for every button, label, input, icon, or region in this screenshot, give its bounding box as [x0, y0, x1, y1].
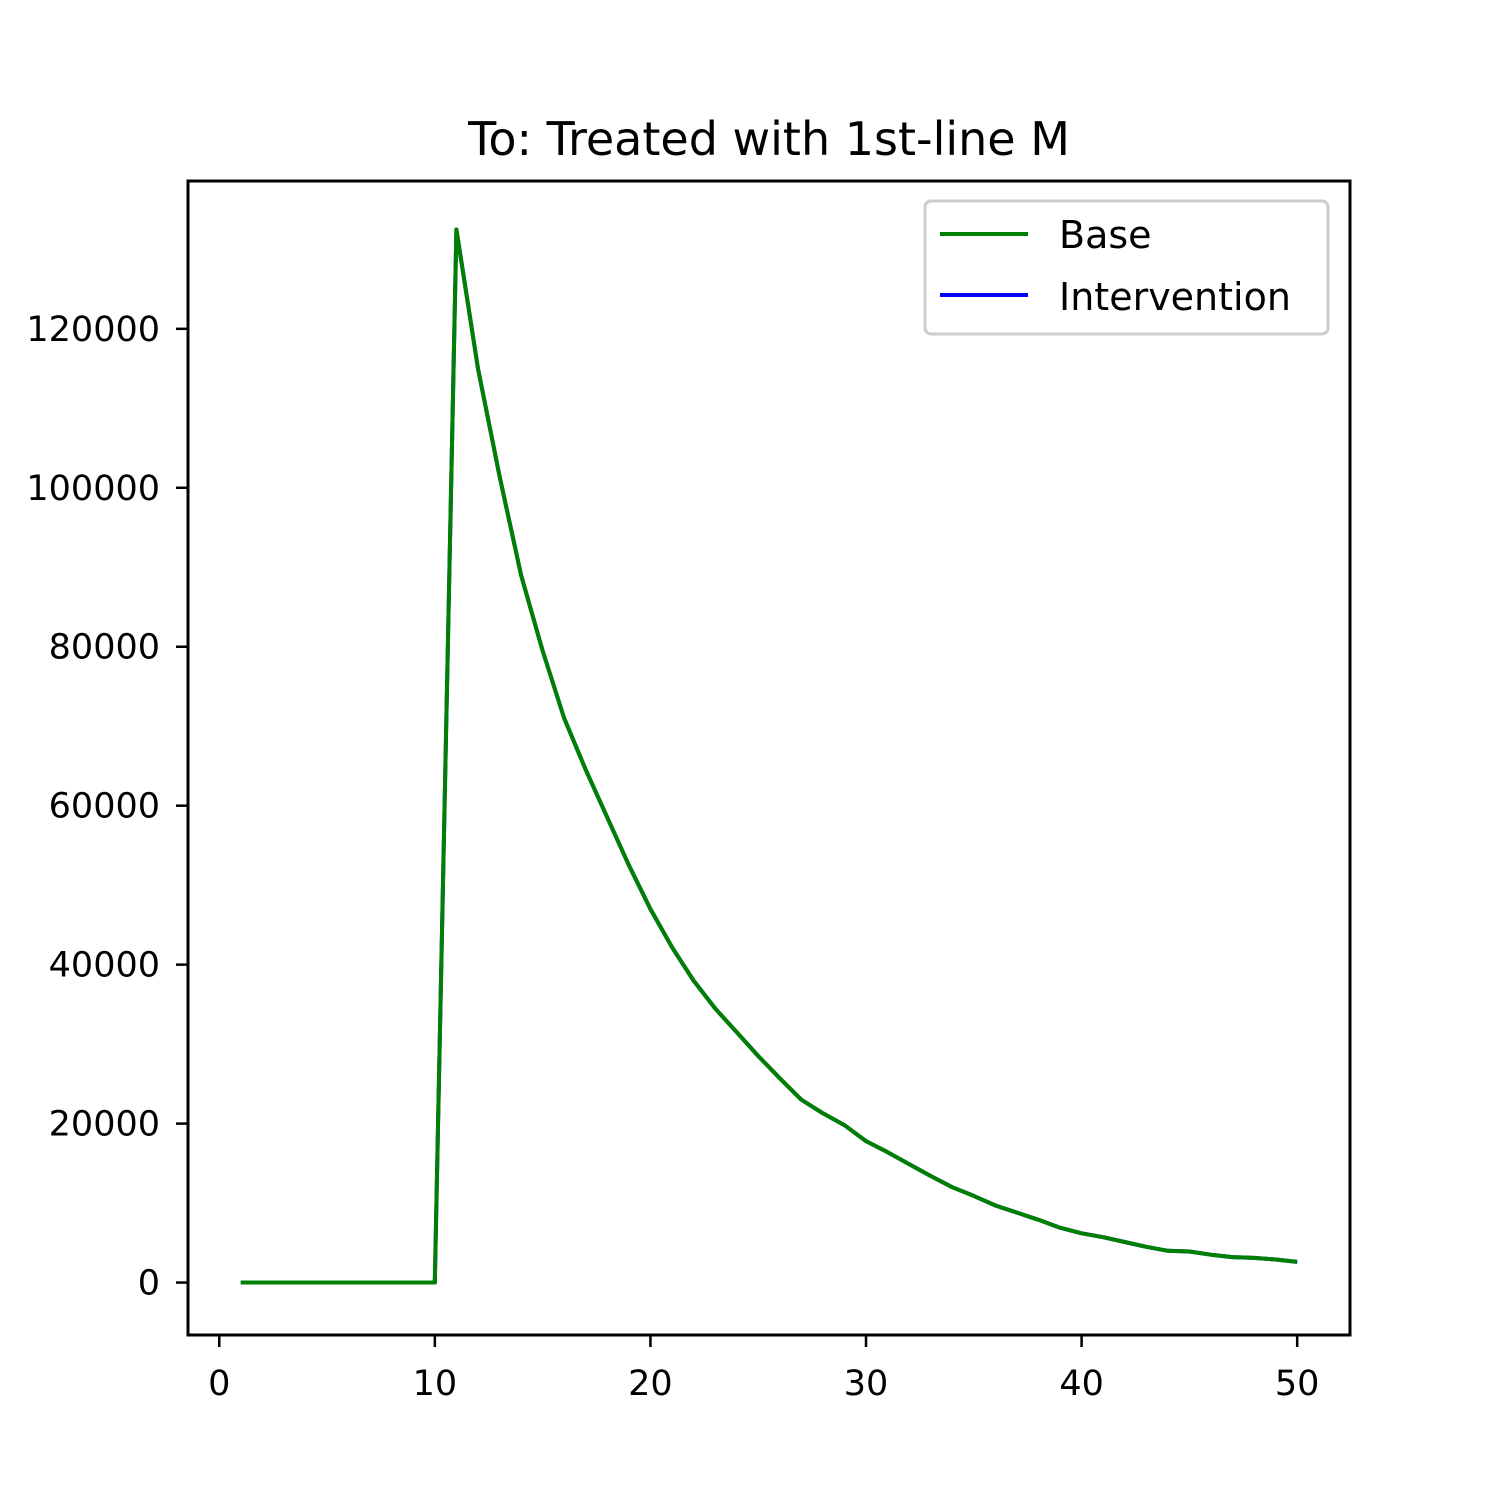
- legend-label-base: Base: [1059, 213, 1152, 257]
- x-tick-label: 40: [1059, 1364, 1104, 1404]
- y-axis: 0 20000 40000 60000 80000 100000 120000: [26, 310, 188, 1304]
- x-tick-label: 10: [413, 1364, 458, 1404]
- y-tick-label: 120000: [26, 310, 160, 350]
- series-layer: [240, 227, 1298, 1285]
- y-tick-label: 80000: [49, 628, 160, 668]
- y-tick-label: 40000: [49, 946, 160, 986]
- series-line-intervention: [240, 227, 1298, 1285]
- y-tick-label: 100000: [26, 469, 160, 509]
- y-tick-label: 60000: [49, 787, 160, 827]
- y-tick-label: 0: [138, 1264, 160, 1304]
- y-tick-label: 20000: [49, 1105, 160, 1145]
- x-tick-label: 50: [1275, 1364, 1320, 1404]
- legend: Base Intervention: [923, 199, 1330, 336]
- series-line-base: [240, 227, 1298, 1285]
- plot-frame: [186, 179, 1352, 1337]
- x-axis: 0 10 20 30 40 50: [208, 1335, 1319, 1404]
- chart-title: To: Treated with 1st-line M: [467, 112, 1070, 166]
- legend-label-intervention: Intervention: [1059, 275, 1291, 319]
- x-tick-label: 20: [628, 1364, 673, 1404]
- x-tick-label: 30: [844, 1364, 889, 1404]
- x-tick-label: 0: [208, 1364, 230, 1404]
